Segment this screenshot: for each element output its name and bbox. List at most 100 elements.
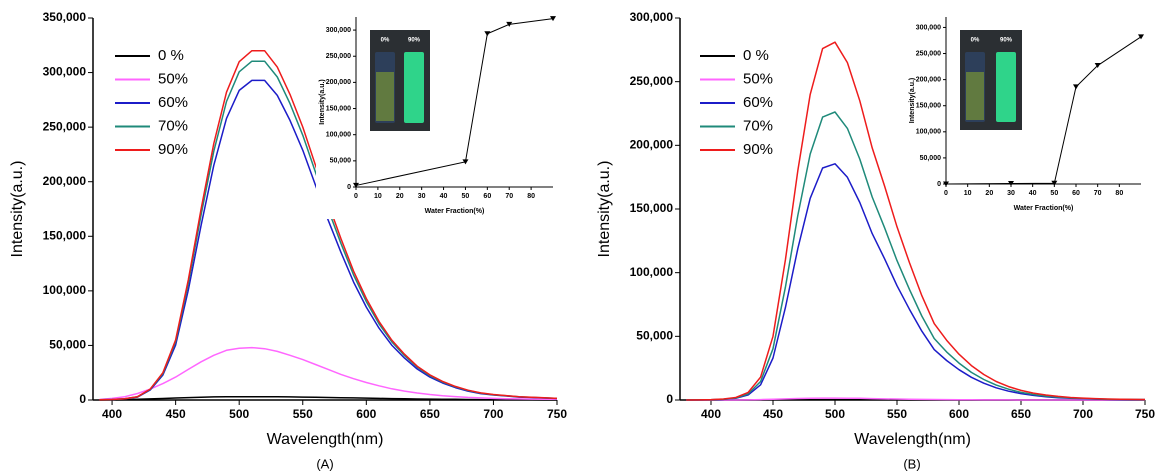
legend-label: 0 % bbox=[158, 47, 184, 64]
y-axis-title: Intensity(a.u.) bbox=[9, 161, 26, 258]
y-tick-label: 100,000 bbox=[43, 283, 87, 297]
data-point bbox=[1008, 180, 1014, 186]
data-point bbox=[1073, 84, 1079, 90]
y-axis-title: Intensity(a.u.) bbox=[319, 79, 326, 125]
x-tick-label: 50 bbox=[1050, 190, 1058, 197]
y-tick-label: 0 bbox=[937, 181, 941, 188]
data-point bbox=[1051, 180, 1058, 186]
y-tick-label: 0 bbox=[79, 392, 86, 406]
x-axis-title: Wavelength(nm) bbox=[267, 431, 384, 448]
legend-label: 70% bbox=[743, 117, 773, 134]
y-axis-title: Intensity(a.u.) bbox=[909, 78, 916, 124]
x-tick-label: 650 bbox=[420, 407, 440, 421]
y-tick-label: 100,000 bbox=[326, 132, 351, 139]
vial-label: 0% bbox=[971, 38, 980, 44]
y-tick-label: 200,000 bbox=[43, 174, 87, 188]
y-tick-label: 250,000 bbox=[916, 50, 941, 57]
x-tick-label: 80 bbox=[1115, 190, 1123, 197]
series-line bbox=[686, 41, 1146, 401]
data-point bbox=[1094, 63, 1101, 69]
legend-label: 90% bbox=[743, 141, 773, 158]
x-tick-label: 450 bbox=[166, 407, 186, 421]
x-tick-label: 10 bbox=[964, 190, 972, 197]
x-tick-label: 60 bbox=[483, 193, 491, 200]
y-tick-label: 300,000 bbox=[916, 24, 941, 31]
x-tick-label: 550 bbox=[887, 407, 907, 421]
x-tick-label: 40 bbox=[1029, 190, 1037, 197]
data-point bbox=[506, 21, 513, 27]
y-tick-label: 100,000 bbox=[630, 265, 674, 279]
x-tick-label: 400 bbox=[102, 407, 122, 421]
y-tick-label: 150,000 bbox=[326, 105, 351, 112]
y-tick-label: 0 bbox=[666, 392, 673, 406]
legend-label: 70% bbox=[158, 117, 188, 134]
series-line bbox=[99, 395, 557, 401]
y-tick-label: 250,000 bbox=[43, 119, 87, 133]
x-tick-label: 50 bbox=[462, 193, 470, 200]
x-tick-label: 600 bbox=[356, 407, 376, 421]
y-tick-label: 200,000 bbox=[326, 79, 351, 86]
series-line bbox=[686, 397, 1145, 401]
x-tick-label: 20 bbox=[396, 193, 404, 200]
vial-90 bbox=[404, 52, 424, 123]
y-tick-label: 50,000 bbox=[920, 155, 942, 162]
legend-label: 0 % bbox=[743, 47, 769, 64]
x-tick-label: 650 bbox=[1011, 407, 1031, 421]
data-point bbox=[462, 159, 469, 165]
y-tick-label: 300,000 bbox=[630, 10, 674, 24]
vial-label: 90% bbox=[408, 38, 421, 44]
y-tick-label: 150,000 bbox=[916, 103, 941, 110]
series-line bbox=[99, 346, 558, 401]
x-tick-label: 60 bbox=[1072, 190, 1080, 197]
y-tick-label: 350,000 bbox=[43, 10, 87, 24]
y-tick-label: 250,000 bbox=[326, 53, 351, 60]
y-tick-label: 50,000 bbox=[49, 338, 86, 352]
data-point bbox=[484, 31, 491, 37]
legend-label: 90% bbox=[158, 141, 188, 158]
x-tick-label: 550 bbox=[293, 407, 313, 421]
x-axis-title: Water Fraction(%) bbox=[1014, 205, 1074, 212]
x-tick-label: 750 bbox=[1135, 407, 1155, 421]
x-tick-label: 70 bbox=[1094, 190, 1102, 197]
x-tick-label: 70 bbox=[505, 193, 513, 200]
legend-label: 60% bbox=[158, 94, 188, 111]
vial-label: 0% bbox=[381, 38, 390, 44]
x-tick-label: 40 bbox=[440, 193, 448, 200]
x-tick-label: 600 bbox=[949, 407, 969, 421]
y-tick-label: 50,000 bbox=[330, 158, 352, 165]
x-axis-title: Wavelength(nm) bbox=[854, 431, 971, 448]
y-tick-label: 200,000 bbox=[630, 138, 674, 152]
y-axis-title: Intensity(a.u.) bbox=[596, 161, 613, 258]
y-tick-label: 200,000 bbox=[916, 76, 941, 83]
x-tick-label: 80 bbox=[527, 193, 535, 200]
vial-0-glow bbox=[966, 72, 984, 120]
legend-label: 50% bbox=[158, 70, 188, 87]
y-tick-label: 250,000 bbox=[630, 74, 674, 88]
y-tick-label: 100,000 bbox=[916, 129, 941, 136]
x-tick-label: 700 bbox=[1073, 407, 1093, 421]
vial-0-glow bbox=[376, 72, 394, 121]
data-point bbox=[550, 16, 556, 22]
x-tick-label: 400 bbox=[701, 407, 721, 421]
x-tick-label: 450 bbox=[763, 407, 783, 421]
legend-label: 50% bbox=[743, 70, 773, 87]
vial-90 bbox=[996, 52, 1016, 122]
x-tick-label: 30 bbox=[1007, 190, 1015, 197]
y-tick-label: 150,000 bbox=[630, 201, 674, 215]
y-tick-label: 50,000 bbox=[636, 329, 673, 343]
panel-label: (A) bbox=[316, 456, 333, 471]
y-tick-label: 300,000 bbox=[326, 27, 351, 34]
data-point bbox=[1138, 34, 1144, 40]
x-tick-label: 20 bbox=[985, 190, 993, 197]
x-tick-label: 500 bbox=[825, 407, 845, 421]
x-tick-label: 0 bbox=[944, 190, 948, 197]
inset-background bbox=[316, 13, 557, 219]
x-tick-label: 700 bbox=[483, 407, 503, 421]
y-tick-label: 300,000 bbox=[43, 65, 87, 79]
x-tick-label: 0 bbox=[354, 193, 358, 200]
x-axis-title: Water Fraction(%) bbox=[425, 208, 485, 215]
y-tick-label: 0 bbox=[347, 184, 351, 191]
data-point bbox=[353, 182, 359, 188]
x-tick-label: 10 bbox=[374, 193, 382, 200]
